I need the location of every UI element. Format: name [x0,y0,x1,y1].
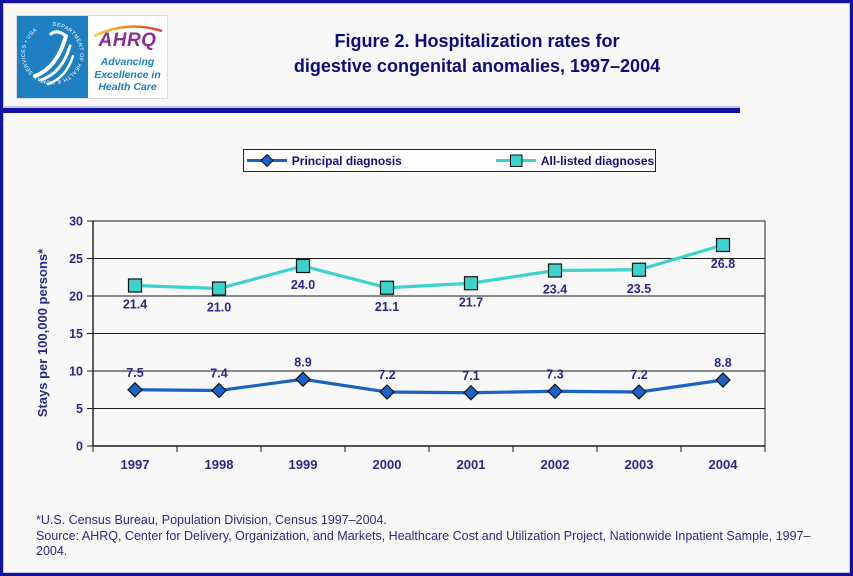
data-label: 7.5 [126,366,143,380]
data-point-square [379,280,395,295]
data-label: 7.3 [546,367,563,381]
figure-title-line1: Figure 2. Hospitalization rates for [334,31,620,51]
data-label: 21.1 [375,300,399,314]
data-label: 23.5 [627,282,651,296]
data-point-square [211,281,227,296]
y-tick-label: 20 [69,290,83,304]
chart-legend: Principal diagnosis All-listed diagnoses [243,149,656,172]
figure-title: Figure 2. Hospitalization rates for dige… [171,29,783,79]
tagline-line1: Advancing [100,56,155,68]
y-tick-label: 10 [69,365,83,379]
data-point-diamond [631,384,647,400]
data-point-diamond [547,383,563,400]
data-point-square [715,237,731,253]
data-point-square [463,276,479,291]
hhs-eagle-icon: DEPARTMENT OF HEALTH & HUMAN SERVICES • … [21,22,84,86]
data-point-diamond [127,381,143,398]
x-tick-label: 2000 [373,457,402,472]
all-listed-diagnoses-marker-icon [495,154,536,167]
data-point-square [547,263,563,278]
legend-entry-all-listed: All-listed diagnoses [494,153,654,168]
ahrq-hhs-logo: DEPARTMENT OF HEALTH & HUMAN SERVICES • … [16,15,168,99]
legend-label-principal: Principal diagnosis [291,153,402,168]
y-tick-label: 15 [69,327,83,341]
x-tick-label: 2002 [541,457,570,472]
series-line-1 [134,243,724,291]
tagline-line2: Excellence in [94,68,161,81]
figure-title-line2: digestive congenital anomalies, 1997–200… [293,56,661,76]
series-line-0 [134,377,724,395]
data-label: 7.4 [210,367,227,381]
ahrq-swoosh-icon [93,25,163,38]
eagle-strokes [33,30,75,86]
data-point-diamond [463,384,479,401]
data-label: 21.0 [207,301,231,315]
principal-diagnosis-marker-icon [246,153,287,168]
header-divider [3,106,740,113]
hhs-seal: DEPARTMENT OF HEALTH & HUMAN SERVICES • … [17,16,88,98]
ahrq-tagline: Advancing Excellence in Health Care [88,56,167,94]
data-label: 8.8 [714,356,731,370]
ahrq-logo-panel: AHRQ Advancing Excellence in Health Care [88,16,167,98]
x-tick-label: 1998 [205,457,234,472]
data-point-square [295,258,311,274]
line-chart: 0 5 10 15 20 25 30 1997 1998 1999 2000 2001 2002 2003… [35,215,766,472]
y-tick-label: 30 [69,215,83,229]
data-point-square [127,278,143,293]
y-tick-label: 5 [76,402,83,416]
tagline-line3: Health Care [98,81,157,93]
y-tick-label: 0 [76,440,83,454]
x-tick-label: 2003 [625,457,654,472]
data-point-diamond [379,384,395,400]
data-point-diamond [715,372,731,388]
data-label: 21.7 [459,295,483,309]
legend-entry-principal: Principal diagnosis [245,153,402,168]
x-tick-label: 2001 [457,457,486,472]
footnotes: *U.S. Census Bureau, Population Division… [36,513,838,560]
data-point-diamond [295,371,311,388]
x-tick-label: 1999 [289,457,318,472]
data-point-diamond [211,382,227,399]
data-label: 8.9 [294,355,311,369]
x-tick-label: 1997 [121,457,150,472]
y-tick-label: 25 [69,252,83,266]
data-label: 7.1 [462,369,479,383]
data-label: 7.2 [378,368,395,382]
data-label: 24.0 [291,278,315,292]
legend-label-all-listed: All-listed diagnoses [540,153,655,168]
footnote-census: *U.S. Census Bureau, Population Division… [36,513,387,527]
data-label: 26.8 [711,257,735,271]
ahrq-acronym: AHRQ [98,30,157,51]
x-tick-label: 2004 [709,457,739,472]
data-point-square [631,262,647,277]
data-label: 7.2 [630,368,647,382]
footnote-source: Source: AHRQ, Center for Delivery, Organ… [36,528,811,559]
data-label: 23.4 [543,283,567,297]
data-label: 21.4 [123,298,147,312]
y-axis-title: Stays per 100,000 persons* [35,248,50,417]
